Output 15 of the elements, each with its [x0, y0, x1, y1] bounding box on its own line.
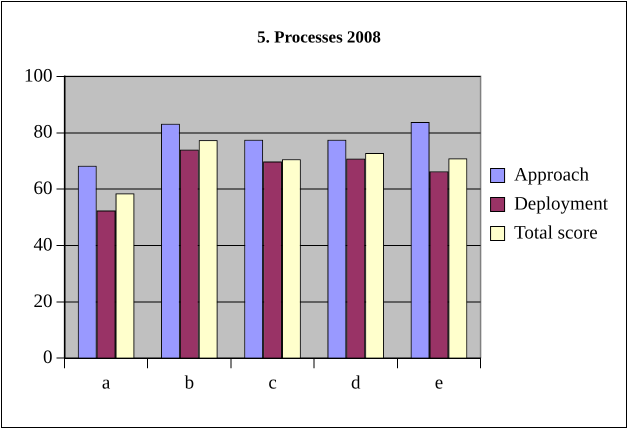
- y-tick-label: 40: [34, 234, 52, 256]
- y-tick-label: 80: [34, 122, 52, 143]
- y-tick-label: 0: [43, 347, 52, 368]
- y-tick-label: 20: [34, 290, 52, 312]
- x-tick-label: e: [434, 372, 444, 394]
- y-tick-label: 100: [24, 65, 52, 86]
- x-tick-label: a: [102, 372, 111, 394]
- chart-title: 5. Processes 2008: [257, 28, 381, 47]
- legend-label: Approach: [514, 164, 590, 186]
- legend-label: Total score: [514, 222, 598, 244]
- x-tick-label: c: [268, 372, 277, 394]
- y-tick-label: 60: [34, 178, 52, 200]
- x-tick-label: d: [351, 372, 362, 394]
- legend-label: Deployment: [514, 193, 609, 214]
- x-tick-label: b: [184, 372, 194, 394]
